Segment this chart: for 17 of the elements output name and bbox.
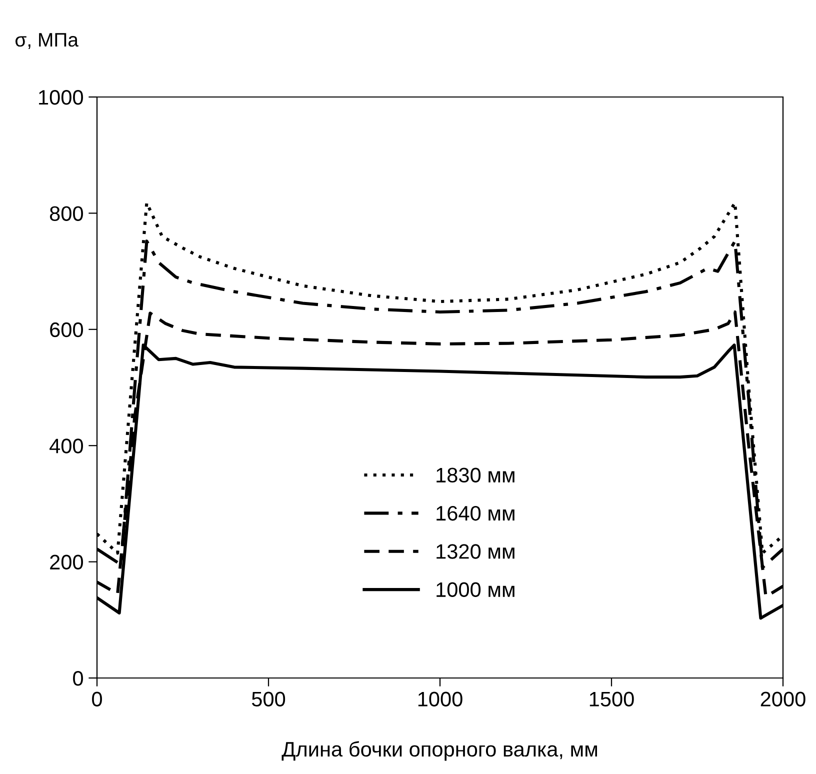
legend-label: 1640 мм: [436, 506, 514, 521]
legend-label: 1320 мм: [436, 544, 514, 559]
y-tick-label: 400: [50, 438, 83, 454]
x-tick-label: 1500: [590, 692, 634, 706]
x-tick-label: 0: [92, 692, 102, 706]
x-tick-label: 500: [252, 692, 286, 706]
y-tick-label: 600: [50, 322, 83, 338]
y-tick-label: 200: [50, 554, 83, 570]
y-tick-label: 1000: [39, 90, 83, 105]
x-tick-label: 2000: [760, 692, 806, 706]
x-axis-title: Длина бочки опорного валка, мм: [282, 741, 597, 761]
y-tick-label: 0: [73, 671, 83, 686]
legend-label: 1000 мм: [436, 582, 514, 598]
y-tick-label: 800: [50, 206, 83, 221]
legend-label: 1830 мм: [436, 468, 514, 483]
x-tick-label: 1000: [418, 692, 462, 706]
y-axis-title: σ, МПа: [15, 33, 78, 49]
